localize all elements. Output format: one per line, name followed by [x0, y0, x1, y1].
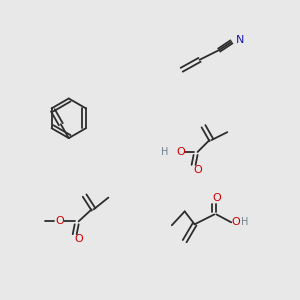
Text: H: H	[242, 217, 249, 227]
Text: N: N	[236, 35, 244, 45]
Text: H: H	[161, 147, 169, 157]
Text: O: O	[56, 216, 64, 226]
Text: O: O	[176, 147, 185, 157]
Text: O: O	[74, 234, 83, 244]
Text: O: O	[212, 193, 221, 202]
Text: O: O	[193, 165, 202, 175]
Text: O: O	[232, 217, 241, 227]
